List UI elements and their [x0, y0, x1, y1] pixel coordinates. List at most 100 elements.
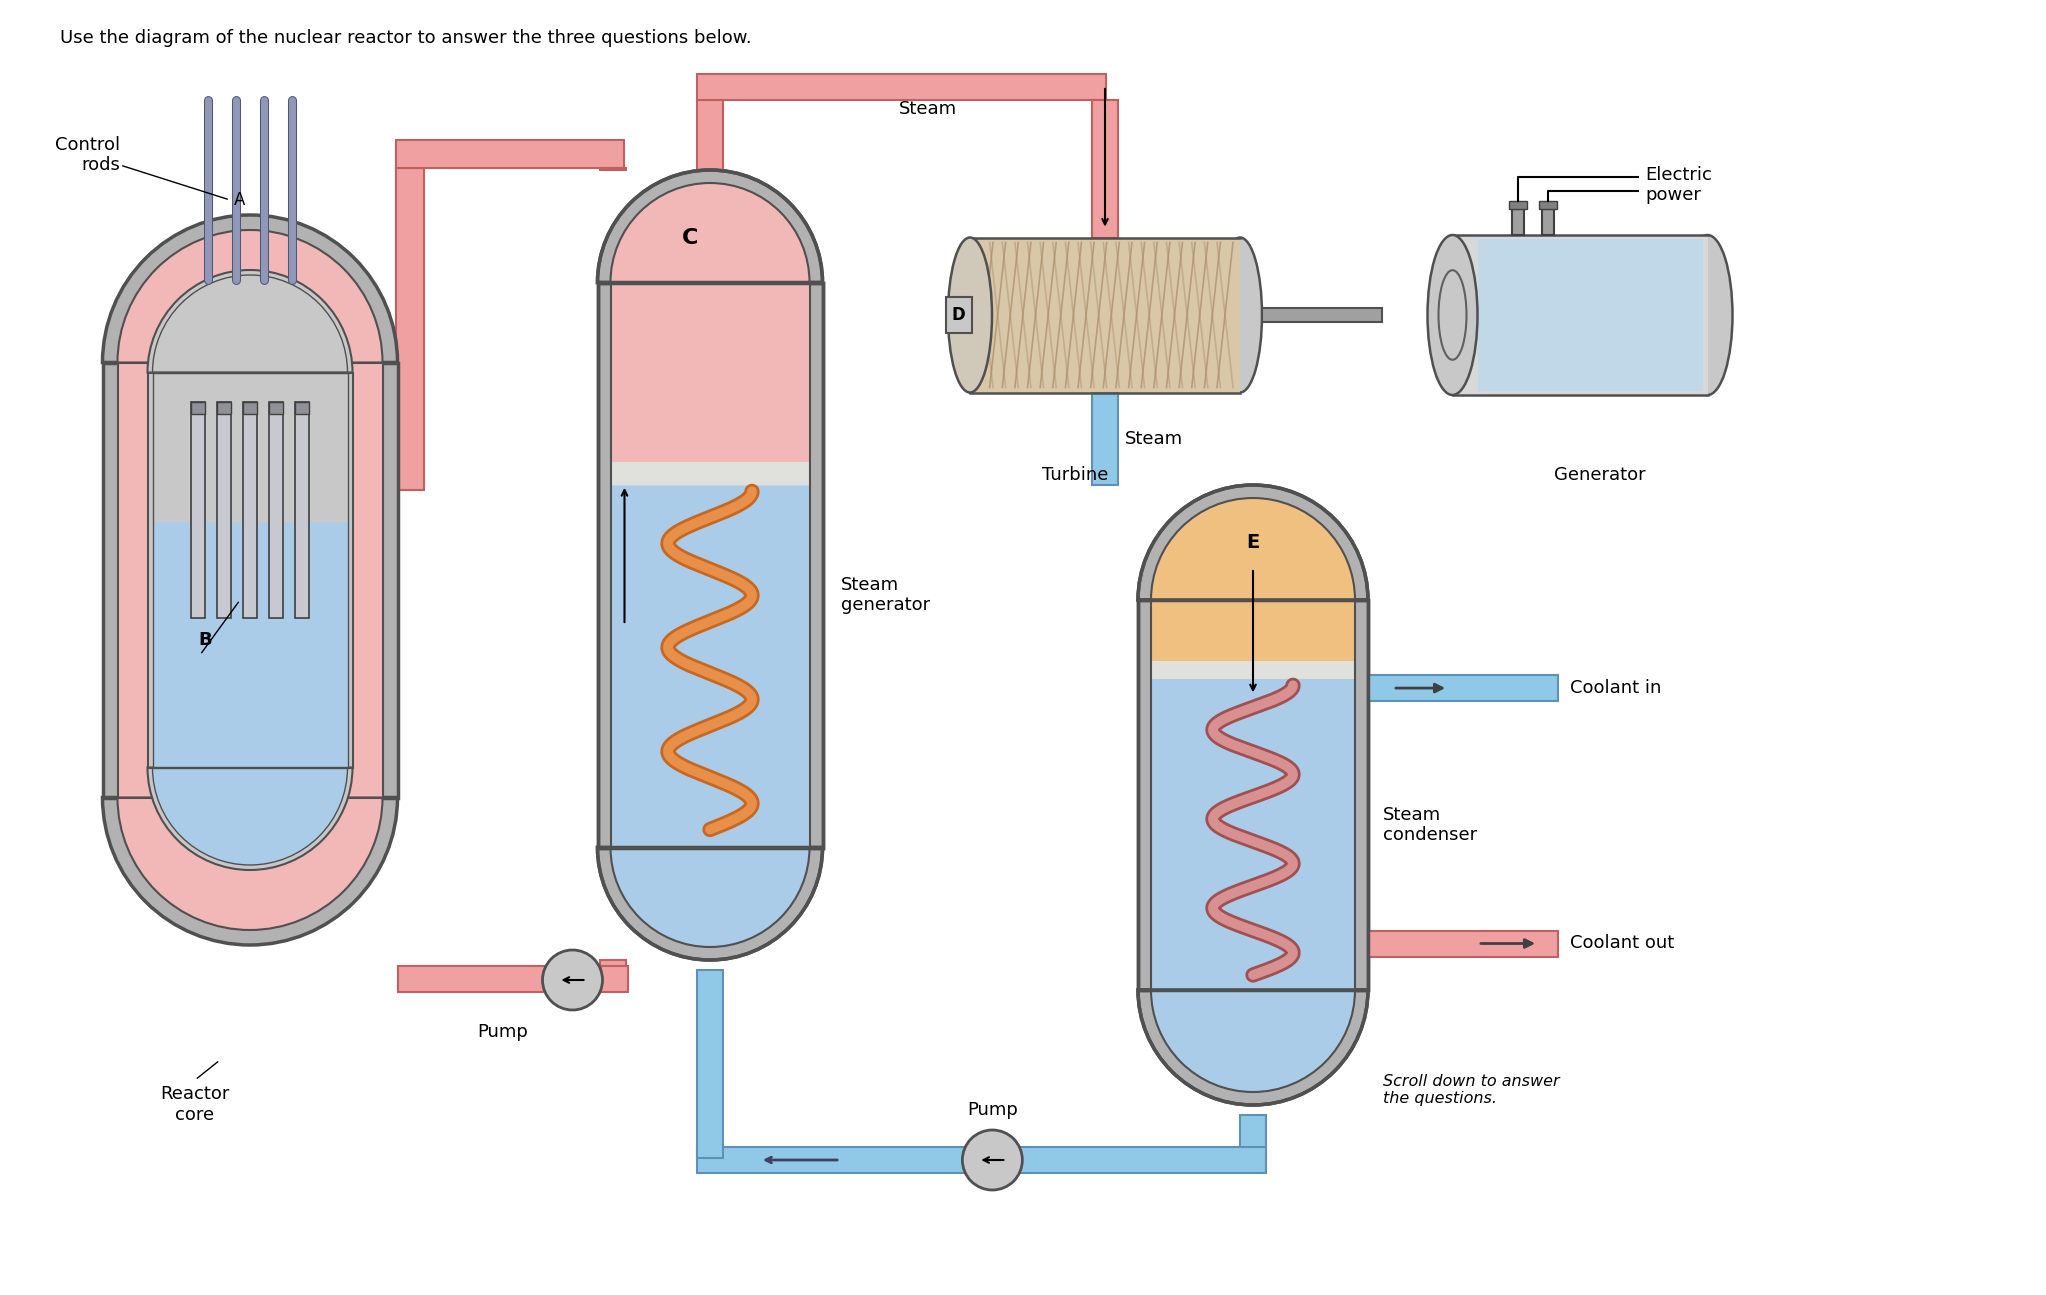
Bar [217, 401, 231, 618]
Bar [1152, 600, 1354, 989]
Bar [147, 373, 352, 768]
Bar [1138, 600, 1369, 989]
Bar [153, 522, 348, 768]
Text: E: E [1246, 534, 1260, 553]
Wedge shape [1152, 989, 1354, 1092]
Bar [395, 168, 424, 490]
Bar [117, 363, 383, 798]
Wedge shape [1152, 499, 1354, 600]
Bar [190, 401, 205, 414]
Bar [1138, 600, 1369, 989]
Bar [102, 363, 397, 798]
Text: D: D [951, 306, 966, 324]
Text: Scroll down to answer
the questions.: Scroll down to answer the questions. [1383, 1074, 1559, 1106]
Text: Electric
power: Electric power [1645, 166, 1713, 205]
Bar [1152, 600, 1354, 671]
Wedge shape [1138, 486, 1369, 600]
Bar [190, 401, 205, 618]
Wedge shape [610, 183, 810, 282]
Bar [1093, 392, 1117, 486]
Wedge shape [147, 269, 352, 373]
Bar [295, 401, 309, 618]
Bar [599, 960, 626, 980]
Ellipse shape [1438, 271, 1467, 360]
Wedge shape [147, 768, 352, 870]
Text: Steam: Steam [898, 100, 958, 118]
Bar [1138, 600, 1369, 989]
Text: Pump: Pump [968, 1101, 1017, 1119]
Bar [395, 140, 624, 168]
Bar [1093, 100, 1117, 237]
Bar [599, 966, 628, 992]
Ellipse shape [1428, 234, 1477, 395]
Bar [945, 297, 972, 333]
Bar [397, 966, 599, 992]
Text: Use the diagram of the nuclear reactor to answer the three questions below.: Use the diagram of the nuclear reactor t… [59, 28, 751, 47]
Bar [217, 401, 231, 414]
Bar [597, 282, 822, 847]
Bar [268, 401, 282, 618]
Bar [153, 373, 348, 768]
Bar [1369, 931, 1557, 957]
Ellipse shape [1682, 234, 1733, 395]
Bar [597, 282, 822, 847]
Bar [599, 168, 626, 170]
Bar [1152, 600, 1354, 989]
Text: Generator: Generator [1555, 466, 1645, 484]
Text: C: C [681, 228, 698, 249]
Wedge shape [1138, 989, 1369, 1105]
Bar [243, 401, 258, 618]
Bar [102, 363, 397, 798]
Circle shape [962, 1131, 1023, 1190]
Wedge shape [153, 768, 348, 865]
Wedge shape [597, 170, 822, 282]
Bar [1262, 308, 1381, 322]
Wedge shape [610, 183, 810, 282]
Circle shape [542, 951, 602, 1010]
Bar [1240, 1115, 1266, 1158]
Bar [1453, 234, 1708, 395]
Wedge shape [117, 231, 383, 363]
Bar [610, 282, 810, 473]
Text: Steam
generator: Steam generator [841, 575, 929, 614]
Bar [1152, 662, 1354, 680]
Wedge shape [102, 215, 397, 363]
Text: Coolant in: Coolant in [1569, 679, 1661, 697]
Bar [698, 970, 722, 1158]
Ellipse shape [947, 237, 992, 392]
Bar [597, 282, 822, 847]
Wedge shape [1152, 499, 1354, 600]
Bar [610, 282, 810, 847]
Bar [268, 401, 282, 414]
Text: Control
rods: Control rods [55, 136, 121, 175]
Wedge shape [102, 798, 397, 945]
Text: A: A [235, 190, 246, 208]
Text: Steam: Steam [1125, 430, 1183, 448]
Bar [1508, 201, 1526, 208]
Ellipse shape [1217, 237, 1262, 392]
Bar [970, 237, 1240, 392]
Text: B: B [198, 631, 213, 649]
Text: Pump: Pump [477, 1023, 528, 1041]
Bar [610, 282, 810, 847]
Bar [295, 401, 309, 414]
Wedge shape [610, 847, 810, 947]
Bar [698, 1147, 1266, 1173]
Bar [610, 462, 810, 484]
Text: Coolant out: Coolant out [1569, 935, 1674, 953]
Bar [243, 401, 258, 414]
Bar [147, 373, 352, 768]
Bar [1477, 240, 1702, 391]
Text: Steam
condenser: Steam condenser [1383, 805, 1477, 844]
Text: Turbine: Turbine [1041, 466, 1109, 484]
Wedge shape [117, 798, 383, 930]
Bar [1369, 675, 1557, 701]
Bar [1539, 201, 1557, 208]
Bar [698, 100, 722, 170]
Bar [1541, 208, 1553, 234]
Wedge shape [597, 847, 822, 960]
Bar [1512, 208, 1524, 234]
Text: Reactor
core: Reactor core [160, 1085, 229, 1124]
Bar [117, 363, 383, 798]
Bar [698, 74, 1107, 100]
